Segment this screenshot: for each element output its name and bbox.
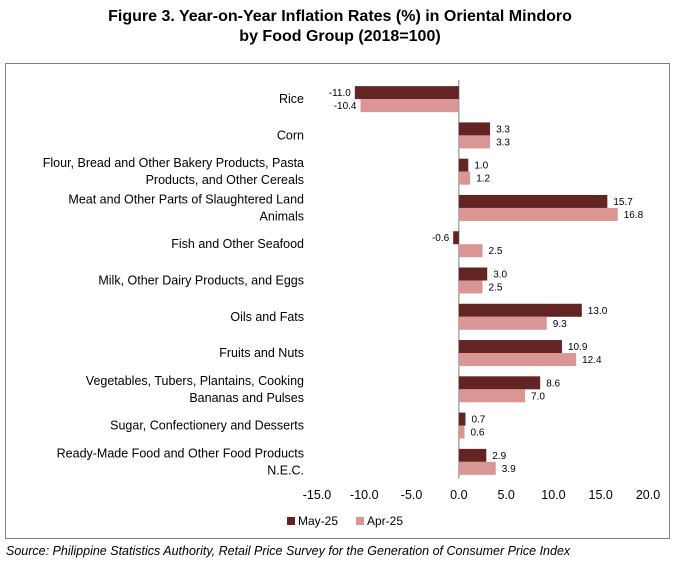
bar-apr-25	[458, 244, 483, 258]
data-label: 1.0	[474, 161, 488, 172]
category-label: Oils and Fats	[230, 310, 304, 324]
data-label: -11.0	[329, 88, 351, 99]
chart-title-line-2: by Food Group (2018=100)	[239, 28, 441, 45]
category-label: Ready-Made Food and Other Food Products	[57, 446, 304, 460]
bar-may-25	[458, 267, 488, 281]
x-tick-label: -10.0	[350, 488, 379, 502]
chart-title: Figure 3. Year-on-Year Inflation Rates (…	[0, 7, 680, 47]
chart-frame	[5, 63, 670, 539]
data-label: 3.3	[496, 124, 510, 135]
bar-apr-25	[458, 425, 465, 439]
x-tick-label: 20.0	[636, 488, 660, 502]
x-tick-label: 0.0	[450, 488, 467, 502]
category-label: Milk, Other Dairy Products, and Eggs	[98, 274, 304, 288]
data-label: 3.9	[502, 464, 516, 475]
bar-apr-25	[458, 135, 491, 149]
legend-label: Apr-25	[367, 514, 403, 528]
bar-may-25	[458, 340, 562, 354]
category-label: Fruits and Nuts	[219, 346, 304, 360]
category-label: Corn	[277, 128, 304, 142]
bar-may-25	[458, 194, 608, 208]
source-note: Source: Philippine Statistics Authority,…	[6, 544, 571, 558]
data-label: 7.0	[531, 391, 545, 402]
data-label: 3.3	[496, 137, 510, 148]
bar-apr-25	[458, 389, 526, 403]
bar-apr-25	[360, 99, 459, 113]
chart-title-line-1: Figure 3. Year-on-Year Inflation Rates (…	[108, 8, 572, 25]
bar-apr-25	[458, 353, 577, 367]
data-label: 2.5	[489, 246, 503, 257]
bar-apr-25	[458, 461, 496, 475]
x-tick-label: 15.0	[589, 488, 613, 502]
data-label: 12.4	[582, 355, 602, 366]
category-label: Products, and Other Cereals	[146, 173, 304, 187]
bar-apr-25	[458, 171, 471, 185]
x-tick-label: 5.0	[497, 488, 514, 502]
category-label: Meat and Other Parts of Slaughtered Land	[68, 192, 304, 206]
data-label: 16.8	[624, 210, 644, 221]
bar-apr-25	[458, 207, 618, 221]
bar-apr-25	[458, 316, 547, 330]
category-label: Flour, Bread and Other Bakery Products, …	[43, 156, 304, 170]
data-label: 2.5	[489, 283, 503, 294]
bar-may-25	[458, 448, 487, 462]
legend-label: May-25	[298, 514, 338, 528]
bar-may-25	[458, 158, 469, 172]
data-label: 8.6	[546, 378, 560, 389]
data-label: 10.9	[568, 342, 588, 353]
data-label: 9.3	[553, 319, 567, 330]
bar-may-25	[354, 86, 459, 100]
x-tick-label: 10.0	[541, 488, 565, 502]
category-label: Vegetables, Tubers, Plantains, Cooking	[86, 374, 304, 388]
bar-may-25	[458, 303, 582, 317]
x-tick-label: -15.0	[303, 488, 332, 502]
legend-swatch-may-25	[287, 517, 295, 525]
bar-may-25	[453, 231, 459, 245]
legend-swatch-apr-25	[356, 517, 364, 525]
data-label: 0.6	[471, 428, 485, 439]
bar-may-25	[458, 376, 541, 390]
data-label: 15.7	[613, 197, 633, 208]
x-tick-label: -5.0	[401, 488, 423, 502]
category-label: Sugar, Confectionery and Desserts	[110, 419, 304, 433]
data-label: 0.7	[471, 415, 485, 426]
data-label: 3.0	[493, 270, 507, 281]
data-label: 1.2	[476, 174, 490, 185]
bar-may-25	[458, 412, 466, 426]
data-label: 13.0	[588, 306, 608, 317]
category-label: Animals	[260, 209, 304, 223]
category-label: Rice	[279, 92, 304, 106]
category-label: N.E.C.	[267, 463, 304, 477]
category-label: Fish and Other Seafood	[171, 237, 304, 251]
bar-apr-25	[458, 280, 483, 294]
bar-may-25	[458, 122, 491, 136]
category-label: Bananas and Pulses	[189, 391, 304, 405]
data-label: 2.9	[492, 451, 506, 462]
data-label: -10.4	[334, 101, 357, 112]
data-label: -0.6	[432, 233, 450, 244]
